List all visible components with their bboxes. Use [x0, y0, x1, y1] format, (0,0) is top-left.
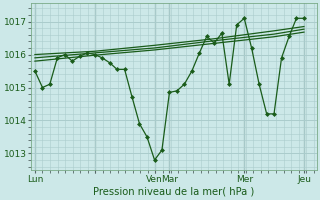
X-axis label: Pression niveau de la mer( hPa ): Pression niveau de la mer( hPa ): [93, 187, 254, 197]
